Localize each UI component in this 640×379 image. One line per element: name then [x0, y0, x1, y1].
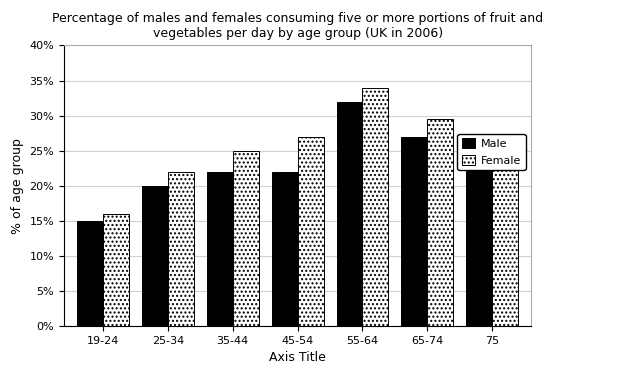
Bar	[467, 151, 492, 326]
Bar	[492, 151, 518, 326]
Bar	[298, 136, 324, 326]
Bar	[77, 221, 103, 326]
X-axis label: Axis Title: Axis Title	[269, 351, 326, 364]
Bar	[103, 214, 129, 326]
Bar	[428, 119, 453, 326]
Bar	[233, 151, 259, 326]
Bar	[207, 172, 233, 326]
Y-axis label: % of age group: % of age group	[11, 138, 24, 233]
Bar	[168, 172, 194, 326]
Bar	[142, 186, 168, 326]
Title: Percentage of males and females consuming five or more portions of fruit and
veg: Percentage of males and females consumin…	[52, 12, 543, 40]
Bar	[337, 102, 362, 326]
Bar	[271, 172, 298, 326]
Bar	[362, 88, 388, 326]
Bar	[401, 136, 428, 326]
Legend: Male, Female: Male, Female	[458, 134, 525, 170]
